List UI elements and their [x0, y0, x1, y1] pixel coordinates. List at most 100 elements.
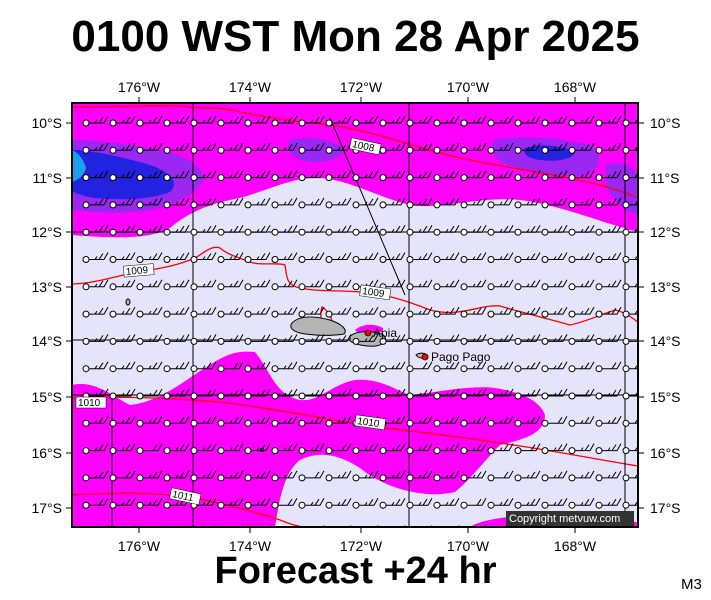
- wind-barb: [163, 334, 190, 345]
- wind-barb: [514, 279, 541, 291]
- wind-barb: [298, 197, 325, 209]
- lat-label: 13°S: [31, 279, 62, 295]
- wind-barb: [541, 443, 568, 455]
- wind-barb: [595, 143, 622, 154]
- wind-barb: [622, 228, 638, 236]
- wind-barb: [406, 334, 433, 345]
- town-markers: Apia Pago Pago: [364, 326, 491, 364]
- wind-barb: [622, 201, 638, 209]
- wind-barb: [109, 170, 136, 182]
- wind-barb: [325, 197, 352, 209]
- wind-barb: [622, 174, 638, 182]
- wind-barb: [460, 334, 487, 345]
- wind-barb: [595, 170, 622, 182]
- wind-barb: [406, 197, 433, 209]
- wind-barb: [595, 115, 622, 127]
- wind-barb: [433, 197, 460, 209]
- map-title: 0100 WST Mon 28 Apr 2025: [71, 12, 640, 61]
- wind-barb: [217, 279, 244, 291]
- wind-barb: [325, 170, 352, 182]
- lon-label: 168°W: [554, 79, 597, 95]
- place-apia: Apia: [373, 326, 397, 340]
- wind-barb: [622, 337, 638, 345]
- wind-barb: [487, 170, 514, 182]
- wind-barb: [487, 416, 514, 427]
- wind-barb: [82, 361, 109, 373]
- wind-barb: [406, 497, 433, 509]
- wind-barb: [190, 416, 217, 427]
- wind-barb: [379, 334, 406, 345]
- wind-barb: [406, 470, 433, 482]
- wind-barb: [190, 306, 217, 318]
- wind-barb: [433, 334, 460, 345]
- wind-barb: [595, 443, 622, 455]
- wind-barb: [325, 470, 352, 482]
- wind-barb: [271, 334, 298, 345]
- wind-barb: [190, 470, 217, 482]
- wind-barb: [514, 416, 541, 427]
- wind-barb: [595, 416, 622, 427]
- wind-barb: [541, 334, 568, 345]
- wind-barb: [433, 224, 460, 236]
- wind-barb: [568, 197, 595, 209]
- wind-barb: [190, 143, 217, 154]
- wind-barb: [352, 443, 379, 455]
- wind-barb: [433, 497, 460, 509]
- lon-label: 174°W: [229, 79, 272, 95]
- wind-barb: [487, 497, 514, 509]
- wind-barb: [109, 197, 136, 209]
- wind-barb: [568, 143, 595, 154]
- wind-barb: [379, 443, 406, 455]
- wind-barb: [217, 170, 244, 182]
- wind-barb: [136, 497, 163, 509]
- wind-barb: [595, 497, 622, 509]
- wind-barb: [514, 497, 541, 509]
- wind-barb: [82, 470, 109, 482]
- wind-barb: [379, 497, 406, 509]
- wind-barb: [271, 497, 298, 509]
- wind-barb: [109, 143, 136, 154]
- wind-barb: [136, 388, 163, 400]
- wind-barb: [271, 170, 298, 182]
- wind-barb: [433, 143, 460, 154]
- wind-barb: [136, 334, 163, 345]
- wind-barb: [622, 474, 638, 482]
- wind-barb: [136, 279, 163, 291]
- wind-barb: [217, 388, 244, 400]
- lat-label: 16°S: [650, 445, 681, 461]
- wind-barb: [622, 365, 638, 373]
- wind-barb: [433, 306, 460, 318]
- wind-barb: [595, 361, 622, 373]
- wind-barb: [136, 443, 163, 455]
- wind-barb: [271, 115, 298, 127]
- wind-barb: [406, 170, 433, 182]
- wind-barb: [244, 279, 271, 291]
- wind-barb: [460, 143, 487, 154]
- wind-barb: [244, 252, 271, 263]
- wind-barb: [541, 306, 568, 318]
- wind-barb: [433, 470, 460, 482]
- lat-labels-right: 10°S 11°S 12°S 13°S 14°S 15°S 16°S 17°S: [650, 115, 681, 516]
- wind-barb: [271, 279, 298, 291]
- wind-barb: [271, 470, 298, 482]
- wind-barb: [163, 361, 190, 373]
- wind-barb: [298, 497, 325, 509]
- wind-barb: [82, 170, 109, 182]
- wind-barb: [190, 388, 217, 400]
- wind-barb: [514, 334, 541, 345]
- wind-barb: [433, 279, 460, 291]
- wind-barb: [460, 416, 487, 427]
- isobar-label: 1010: [78, 398, 101, 409]
- wind-barb: [433, 170, 460, 182]
- wind-barb: [244, 170, 271, 182]
- wind-barb: [109, 252, 136, 263]
- wind-barb: [622, 310, 638, 318]
- wind-barb: [541, 143, 568, 154]
- wind-barb: [622, 283, 638, 291]
- wind-barb: [379, 470, 406, 482]
- wind-barb: [244, 443, 271, 455]
- wind-barb: [109, 115, 136, 127]
- wind-barb: [595, 470, 622, 482]
- wind-barb: [352, 334, 379, 345]
- apia-marker: [364, 329, 372, 337]
